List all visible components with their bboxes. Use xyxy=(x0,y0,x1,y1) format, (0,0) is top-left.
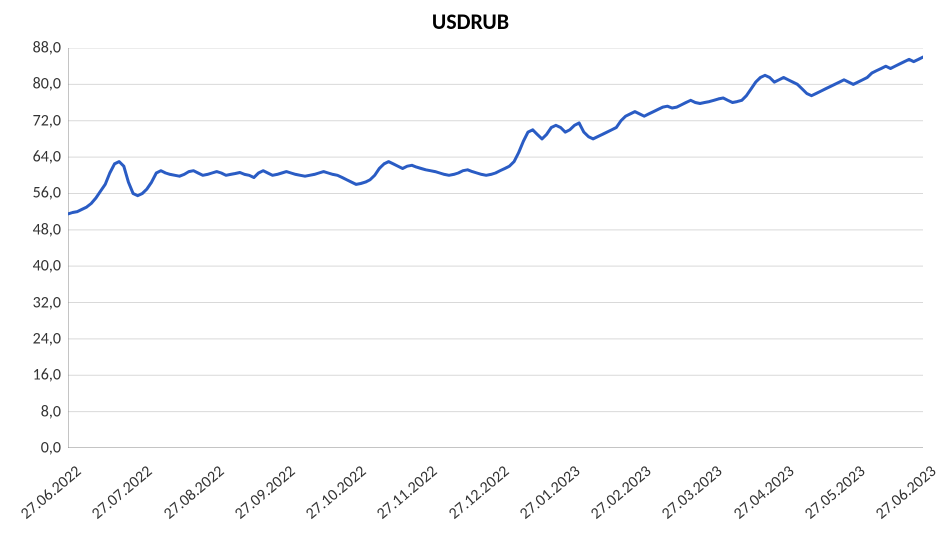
xtick-label: 27.01.2023 xyxy=(510,462,583,528)
ytick-label: 72,0 xyxy=(1,111,61,130)
ytick-label: 64,0 xyxy=(1,148,61,167)
chart-svg xyxy=(68,48,923,448)
ytick-label: 80,0 xyxy=(1,75,61,94)
chart-title: USDRUB xyxy=(0,8,941,35)
ytick-label: 0,0 xyxy=(1,439,61,458)
xtick-label: 27.05.2023 xyxy=(795,462,868,528)
xtick-label: 27.12.2022 xyxy=(439,462,512,528)
xtick-label: 27.03.2023 xyxy=(653,462,726,528)
xtick-label: 27.06.2023 xyxy=(867,462,940,528)
xtick-label: 27.11.2022 xyxy=(368,462,441,528)
ytick-label: 56,0 xyxy=(1,184,61,203)
xtick-label: 27.04.2023 xyxy=(724,462,797,528)
ytick-label: 24,0 xyxy=(1,329,61,348)
ytick-label: 32,0 xyxy=(1,293,61,312)
xtick-label: 27.06.2022 xyxy=(12,462,85,528)
ytick-label: 40,0 xyxy=(1,257,61,276)
xtick-label: 27.10.2022 xyxy=(297,462,370,528)
xtick-label: 27.08.2022 xyxy=(154,462,227,528)
ytick-label: 8,0 xyxy=(1,402,61,421)
ytick-label: 48,0 xyxy=(1,220,61,239)
ytick-label: 16,0 xyxy=(1,366,61,385)
plot-area xyxy=(68,48,923,448)
series-line-usdrub xyxy=(68,57,923,214)
ytick-label: 88,0 xyxy=(1,39,61,58)
xtick-label: 27.07.2022 xyxy=(83,462,156,528)
xtick-label: 27.02.2023 xyxy=(582,462,655,528)
xtick-label: 27.09.2022 xyxy=(225,462,298,528)
